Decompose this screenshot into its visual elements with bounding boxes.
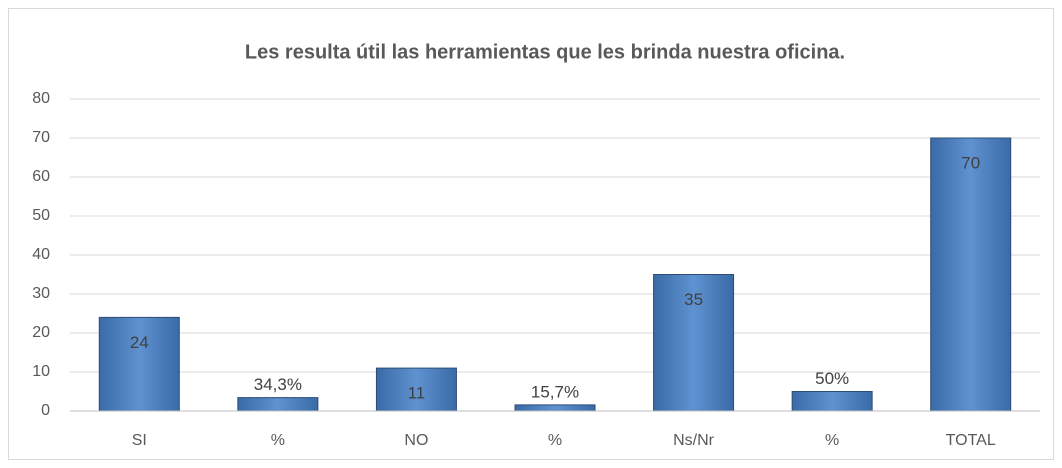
data-label: 15,7% — [531, 382, 579, 401]
bar — [98, 316, 180, 412]
x-tick-label: NO — [404, 432, 428, 449]
data-label: 35 — [684, 290, 703, 309]
y-tick-label: 50 — [32, 207, 50, 224]
x-tick-label: % — [825, 432, 839, 449]
x-tick-label: SI — [132, 432, 147, 449]
data-label: 24 — [130, 333, 149, 352]
x-tick-label: % — [548, 432, 562, 449]
data-label: 34,3% — [254, 375, 302, 394]
data-label: 50% — [815, 369, 849, 388]
bar — [514, 404, 596, 412]
chart-border — [8, 8, 1054, 460]
bar — [791, 391, 873, 412]
x-tick-label: TOTAL — [946, 432, 996, 449]
data-label: 70 — [961, 153, 980, 172]
data-label: 11 — [408, 384, 426, 403]
x-tick-label: % — [271, 432, 285, 449]
y-tick-label: 70 — [32, 129, 50, 146]
y-tick-label: 0 — [41, 402, 50, 419]
y-tick-label: 30 — [32, 285, 50, 302]
y-tick-label: 40 — [32, 246, 50, 263]
y-tick-label: 20 — [32, 324, 50, 341]
bar — [930, 137, 1012, 412]
y-tick-label: 60 — [32, 168, 50, 185]
bar — [237, 397, 319, 412]
y-tick-label: 10 — [32, 363, 50, 380]
y-tick-label: 80 — [32, 90, 50, 107]
x-tick-label: Ns/Nr — [673, 432, 715, 449]
chart-title: Les resulta útil las herramientas que le… — [245, 41, 845, 63]
